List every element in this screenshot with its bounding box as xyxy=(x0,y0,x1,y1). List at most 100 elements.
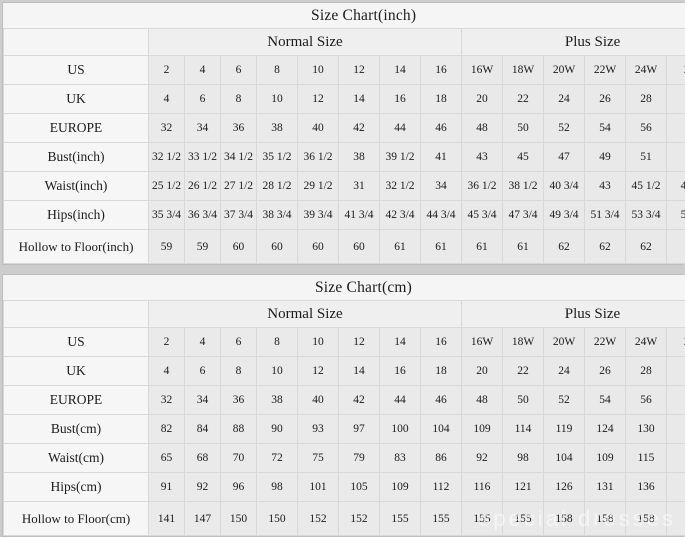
cell: 33 1/2 xyxy=(185,143,221,172)
row-label-us: US xyxy=(4,56,149,85)
cell: 16W xyxy=(462,56,503,85)
cell: 62 xyxy=(544,230,585,264)
size-chart-inch-table: Size Chart(inch) Normal Size Plus Size U… xyxy=(3,3,685,264)
cell: 52 xyxy=(544,386,585,415)
cell: 4 xyxy=(185,328,221,357)
cell: 18W xyxy=(503,56,544,85)
cell: 88 xyxy=(221,415,257,444)
cell: 56 xyxy=(626,114,667,143)
cell: 152 xyxy=(298,502,339,536)
cell: 72 xyxy=(257,444,298,473)
cell: 147 xyxy=(185,502,221,536)
table-row: UK 4 6 8 10 12 14 16 18 20 22 24 26 28 3… xyxy=(4,85,685,114)
table-row: Hips(cm) 91 92 96 98 101 105 109 112 116… xyxy=(4,473,685,502)
cell: 38 xyxy=(339,143,380,172)
cell: 36 1/2 xyxy=(462,172,503,201)
cell: 141 xyxy=(149,502,185,536)
cell: 91 xyxy=(149,473,185,502)
cell: 155 xyxy=(380,502,421,536)
cell: 97 xyxy=(339,415,380,444)
cell: 8 xyxy=(221,357,257,386)
title-row: Size Chart(cm) xyxy=(4,275,685,301)
cell: 60 xyxy=(221,230,257,264)
cell: 4 xyxy=(185,56,221,85)
cell: 6 xyxy=(221,328,257,357)
cell: 109 xyxy=(462,415,503,444)
cell: 158 xyxy=(544,502,585,536)
table-row: Waist(inch) 25 1/2 26 1/2 27 1/2 28 1/2 … xyxy=(4,172,685,201)
row-label-hollow-to-floor: Hollow to Floor(cm) xyxy=(4,502,149,536)
cell: 135 xyxy=(667,415,685,444)
cell: 92 xyxy=(462,444,503,473)
cell: 98 xyxy=(257,473,298,502)
cell: 22 xyxy=(503,357,544,386)
cell: 75 xyxy=(298,444,339,473)
cell: 16 xyxy=(380,357,421,386)
cell: 115 xyxy=(626,444,667,473)
cell: 104 xyxy=(544,444,585,473)
cell: 52 xyxy=(544,114,585,143)
cell: 44 xyxy=(380,114,421,143)
cell: 22W xyxy=(585,328,626,357)
cell: 54 xyxy=(585,114,626,143)
cell: 2 xyxy=(149,56,185,85)
cell: 58 xyxy=(667,386,685,415)
cell: 26W xyxy=(667,328,685,357)
cell: 40 xyxy=(298,114,339,143)
cell: 86 xyxy=(421,444,462,473)
cell: 34 1/2 xyxy=(221,143,257,172)
title-row: Size Chart(inch) xyxy=(4,3,685,29)
cell: 45 xyxy=(503,143,544,172)
group-blank-cell xyxy=(4,29,149,56)
size-chart-cm-table: Size Chart(cm) Normal Size Plus Size US … xyxy=(3,275,685,536)
cell: 47 xyxy=(544,143,585,172)
cell: 30 xyxy=(667,357,685,386)
cell: 34 xyxy=(421,172,462,201)
cell: 47 1/2 xyxy=(667,172,685,201)
cell: 121 xyxy=(667,444,685,473)
cell: 12 xyxy=(339,56,380,85)
cell: 131 xyxy=(585,473,626,502)
cell: 59 xyxy=(149,230,185,264)
cell: 158 xyxy=(585,502,626,536)
row-label-europe: EUROPE xyxy=(4,386,149,415)
cell: 40 xyxy=(298,386,339,415)
cell: 29 1/2 xyxy=(298,172,339,201)
cell: 14 xyxy=(339,357,380,386)
cell: 150 xyxy=(221,502,257,536)
group-header-plus-size: Plus Size xyxy=(462,301,685,328)
cell: 26 xyxy=(585,357,626,386)
cell: 10 xyxy=(257,357,298,386)
cell: 53 3/4 xyxy=(626,201,667,230)
group-header-row: Normal Size Plus Size xyxy=(4,29,685,56)
cell: 158 xyxy=(626,502,667,536)
cell: 46 xyxy=(421,114,462,143)
cell: 24W xyxy=(626,328,667,357)
row-label-hollow-to-floor: Hollow to Floor(inch) xyxy=(4,230,149,264)
cell: 50 xyxy=(503,114,544,143)
cell: 18 xyxy=(421,85,462,114)
cell: 28 1/2 xyxy=(257,172,298,201)
cell: 126 xyxy=(544,473,585,502)
cell: 59 xyxy=(185,230,221,264)
cell: 61 xyxy=(462,230,503,264)
group-header-normal-size: Normal Size xyxy=(149,29,462,56)
cell: 60 xyxy=(257,230,298,264)
cell: 53 xyxy=(667,143,685,172)
cell: 90 xyxy=(257,415,298,444)
cell: 12 xyxy=(298,357,339,386)
cell: 114 xyxy=(503,415,544,444)
cell: 105 xyxy=(339,473,380,502)
cell: 45 3/4 xyxy=(462,201,503,230)
cell: 84 xyxy=(185,415,221,444)
cell: 16 xyxy=(380,85,421,114)
cell: 8 xyxy=(257,56,298,85)
cell: 38 xyxy=(257,386,298,415)
cell: 2 xyxy=(149,328,185,357)
cell: 27 1/2 xyxy=(221,172,257,201)
cell: 8 xyxy=(221,85,257,114)
cell: 4 xyxy=(149,85,185,114)
row-label-waist: Waist(inch) xyxy=(4,172,149,201)
cell: 93 xyxy=(298,415,339,444)
cell: 36 xyxy=(221,386,257,415)
